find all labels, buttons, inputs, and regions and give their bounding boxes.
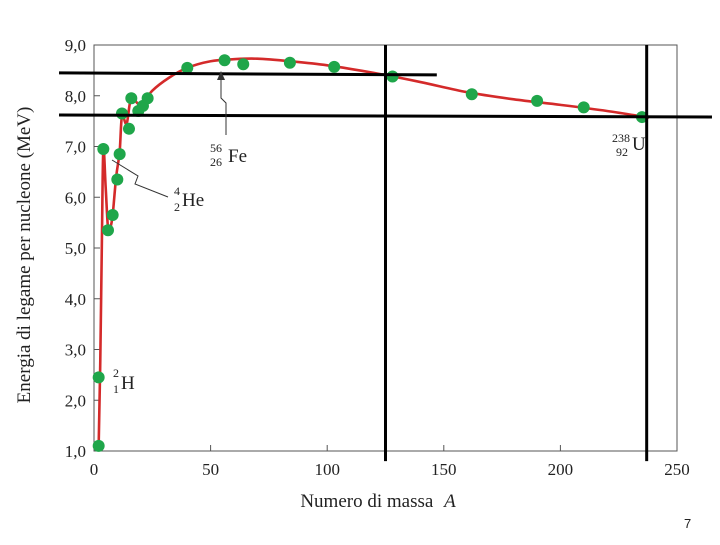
he4-leader (111, 159, 169, 198)
annotation-u238: 238 92 U (612, 131, 646, 159)
he4-charge: 2 (174, 200, 180, 214)
fe56-symbol: Fe (228, 146, 247, 167)
data-point (92, 439, 105, 452)
u238-charge: 92 (616, 145, 628, 159)
data-point (115, 107, 128, 120)
data-point (97, 143, 110, 156)
data-point (125, 92, 138, 105)
data-point (328, 60, 341, 73)
y-tick-label: 8,0 (65, 87, 86, 106)
h2-symbol: H (121, 373, 135, 394)
x-axis-title: Numero di massa A (300, 491, 456, 512)
data-point (531, 94, 544, 107)
u238-symbol: U (632, 134, 646, 155)
data-point (218, 54, 231, 67)
fe56-arrowhead (217, 71, 225, 80)
x-tick-label: 150 (431, 460, 457, 479)
annotation-he4: 4 2 He (111, 159, 204, 214)
he4-symbol: He (182, 190, 204, 211)
ticks: 0 50 100 150 200 250 1,0 2,0 3,0 4,0 5,0 6,0 7,0 8,0 9… (65, 36, 690, 479)
data-point (122, 122, 135, 135)
annotation-h2: 2 1 H (113, 366, 135, 396)
y-axis-title: Energia di legame per nucleone (MeV) (14, 107, 35, 404)
data-point (283, 56, 296, 69)
data-point (577, 101, 590, 114)
y-tick-label: 7,0 (65, 138, 86, 157)
horizontal-reference-line (59, 71, 437, 77)
y-tick-label: 2,0 (65, 391, 86, 410)
x-tick-label: 250 (664, 460, 690, 479)
data-point (106, 209, 119, 222)
data-point (92, 371, 105, 384)
he4-mass: 4 (174, 184, 180, 198)
reference-lines (59, 45, 712, 462)
fe56-charge: 26 (210, 155, 222, 169)
points-layer (92, 54, 649, 452)
y-tick-label: 3,0 (65, 341, 86, 360)
x-tick-label: 200 (548, 460, 574, 479)
data-point (465, 88, 478, 101)
x-tick-label: 50 (202, 460, 219, 479)
h2-charge: 1 (113, 382, 119, 396)
data-point (386, 70, 399, 83)
y-tick-label: 1,0 (65, 442, 86, 461)
data-point (113, 148, 126, 161)
page-number: 7 (684, 516, 692, 531)
annotation-fe56: 56 26 Fe (210, 71, 247, 169)
data-point (101, 224, 114, 237)
data-point (237, 58, 250, 71)
y-tick-label: 4,0 (65, 290, 86, 309)
y-tick-label: 9,0 (65, 36, 86, 55)
y-tick-label: 5,0 (65, 239, 86, 258)
data-point (181, 61, 194, 74)
u238-mass: 238 (612, 131, 630, 145)
x-tick-label: 100 (314, 460, 340, 479)
h2-mass: 2 (113, 366, 119, 380)
y-tick-label: 6,0 (65, 188, 86, 207)
fe56-mass: 56 (210, 141, 222, 155)
x-tick-label: 0 (90, 460, 99, 479)
data-point (111, 173, 124, 186)
fe56-leader (220, 73, 227, 135)
data-point (141, 92, 154, 105)
